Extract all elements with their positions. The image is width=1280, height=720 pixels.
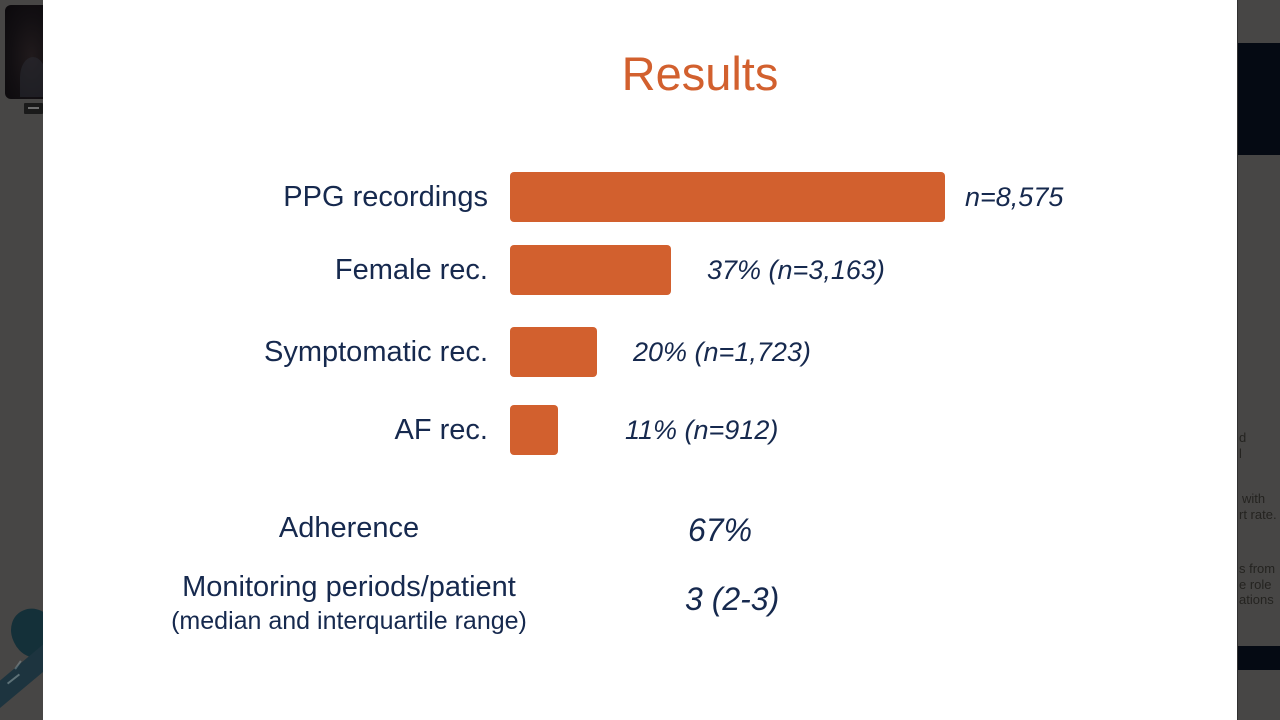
cropped-text-fragment: d l [1239, 430, 1247, 461]
bar-value: 37% (n=3,163) [707, 255, 885, 285]
chart-row-af-rec: AF rec. 11% (n=912) [43, 405, 1237, 455]
bar-chart: PPG recordings n=8,575 Female rec. 37% (… [43, 0, 1237, 720]
right-navy-bar [1238, 646, 1280, 670]
bar-label: Symptomatic rec. [264, 336, 488, 368]
bar [510, 245, 671, 295]
stat-label-adherence: Adherence [278, 512, 420, 544]
chart-row-female-rec: Female rec. 37% (n=3,163) [43, 245, 1237, 295]
bar [510, 327, 597, 377]
cropped-text-fragment: s from e role ations [1239, 561, 1276, 607]
stat-value-monitoring: 3 (2-3) [685, 581, 780, 617]
bar-label: Female rec. [334, 254, 488, 286]
participant-name-badge [24, 103, 43, 114]
slide-title: Results [621, 47, 779, 100]
stat-label-monitoring-sub: (median and interquartile range) [171, 607, 527, 635]
right-content-strip: d l with rt rate. s from e role ations [1237, 0, 1280, 720]
stat-value-adherence: 67% [688, 512, 753, 548]
cropped-text-fragment: with rt rate. [1239, 491, 1277, 522]
chart-row-ppg-recordings: PPG recordings n=8,575 [43, 172, 1237, 222]
stat-label-monitoring-main: Monitoring periods/patient [182, 571, 516, 603]
bar-value: 20% (n=1,723) [633, 337, 811, 367]
bar-label: PPG recordings [283, 181, 488, 213]
bar-label: AF rec. [394, 414, 488, 446]
left-participant-strip [0, 0, 43, 720]
chart-row-symptomatic-rec: Symptomatic rec. 20% (n=1,723) [43, 327, 1237, 377]
bar [510, 405, 558, 455]
presentation-slide: Results PPG recordings n=8,575 Female re… [43, 0, 1237, 720]
bar [510, 172, 945, 222]
bar-value: 11% (n=912) [625, 415, 779, 445]
right-navy-block [1238, 43, 1280, 155]
participant-video-thumbnail[interactable] [5, 5, 43, 99]
bar-value: n=8,575 [965, 182, 1064, 212]
stat-label-monitoring: Monitoring periods/patient (median and i… [43, 570, 655, 636]
